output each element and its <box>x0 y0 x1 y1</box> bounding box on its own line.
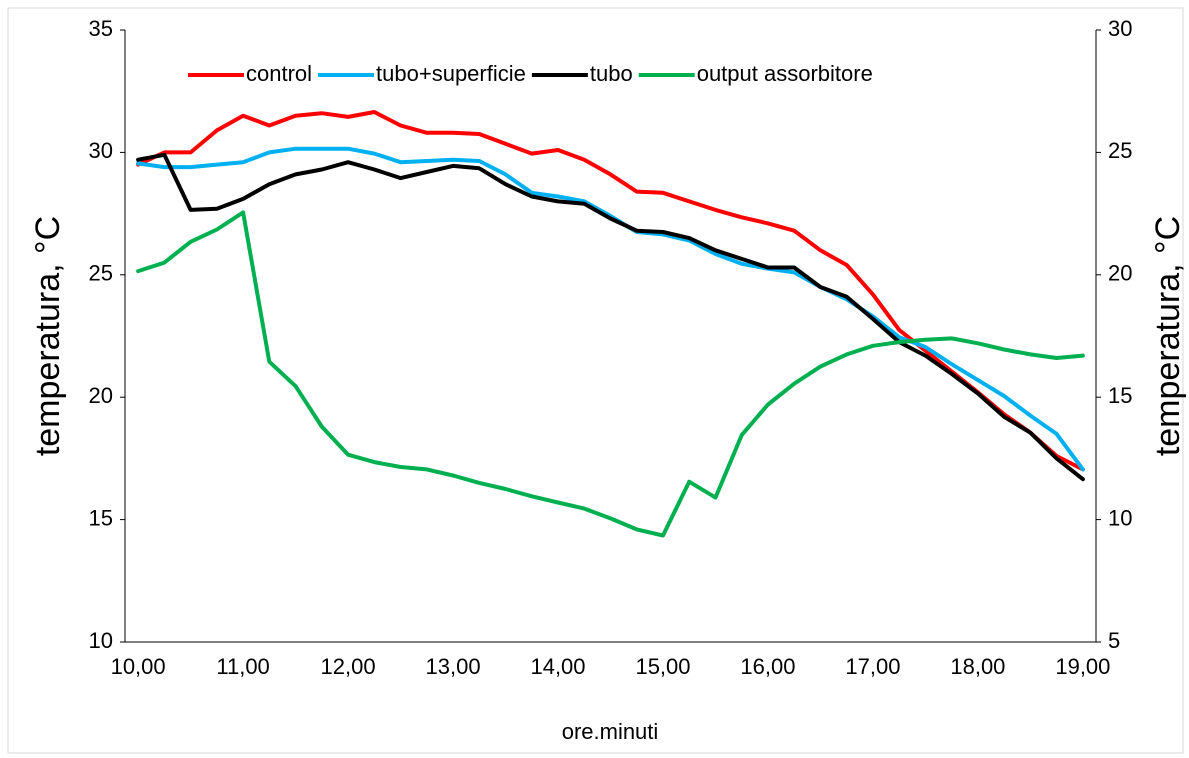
y2-tick-label: 20 <box>1108 261 1132 286</box>
x-tick-label: 18,00 <box>950 654 1005 679</box>
legend-label: tubo <box>590 61 633 86</box>
y2-tick-label: 5 <box>1108 628 1120 653</box>
x-tick-label: 13,00 <box>426 654 481 679</box>
y-tick-label: 30 <box>89 138 113 163</box>
chart-border <box>7 7 1184 754</box>
y-tick-label: 25 <box>89 261 113 286</box>
x-axis-title: ore.minuti <box>562 719 659 744</box>
x-tick-label: 17,00 <box>845 654 900 679</box>
y2-tick-label: 10 <box>1108 505 1132 530</box>
x-tick-label: 14,00 <box>530 654 585 679</box>
x-tick-label: 19,00 <box>1055 654 1110 679</box>
series-line <box>136 152 1085 482</box>
x-tick-label: 10,00 <box>111 654 166 679</box>
y2-tick-label: 30 <box>1108 16 1132 41</box>
x-tick-label: 12,00 <box>321 654 376 679</box>
x-tick-label: 15,00 <box>635 654 690 679</box>
x-tick-label: 16,00 <box>740 654 795 679</box>
y2-axis-title: temperatura, °C <box>1149 216 1187 456</box>
y2-tick-label: 25 <box>1108 138 1132 163</box>
legend-label: control <box>246 61 312 86</box>
series-line <box>136 110 1085 472</box>
y-tick-label: 15 <box>89 505 113 530</box>
y2-tick-label: 15 <box>1108 383 1132 408</box>
legend-label: output assorbitore <box>697 61 873 86</box>
y-tick-label: 20 <box>89 383 113 408</box>
x-tick-label: 11,00 <box>216 654 269 679</box>
series-line <box>136 210 1085 538</box>
y-tick-label: 10 <box>89 628 113 653</box>
legend-label: tubo+superficie <box>376 61 526 86</box>
y-axis-title: temperatura, °C <box>29 216 67 456</box>
y-tick-label: 35 <box>89 16 113 41</box>
series-line <box>136 146 1085 472</box>
